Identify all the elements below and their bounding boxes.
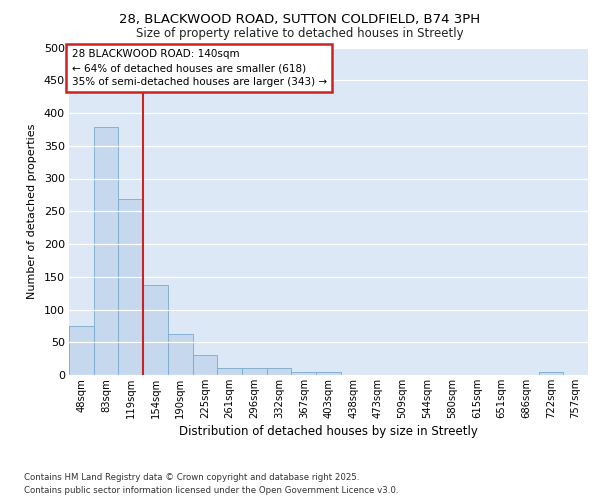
Text: Contains HM Land Registry data © Crown copyright and database right 2025.: Contains HM Land Registry data © Crown c…: [24, 472, 359, 482]
Bar: [193, 356, 217, 375]
Text: Contains public sector information licensed under the Open Government Licence v3: Contains public sector information licen…: [24, 486, 398, 495]
Bar: [217, 368, 242, 375]
Bar: [143, 286, 168, 375]
Bar: [539, 372, 563, 375]
Text: 28 BLACKWOOD ROAD: 140sqm
← 64% of detached houses are smaller (618)
35% of semi: 28 BLACKWOOD ROAD: 140sqm ← 64% of detac…: [71, 49, 327, 87]
Bar: [94, 128, 118, 375]
Bar: [242, 368, 267, 375]
Bar: [267, 368, 292, 375]
Bar: [292, 372, 316, 375]
Bar: [118, 200, 143, 375]
Text: Size of property relative to detached houses in Streetly: Size of property relative to detached ho…: [136, 28, 464, 40]
Bar: [69, 326, 94, 375]
Text: 28, BLACKWOOD ROAD, SUTTON COLDFIELD, B74 3PH: 28, BLACKWOOD ROAD, SUTTON COLDFIELD, B7…: [119, 12, 481, 26]
Y-axis label: Number of detached properties: Number of detached properties: [27, 124, 37, 299]
X-axis label: Distribution of detached houses by size in Streetly: Distribution of detached houses by size …: [179, 425, 478, 438]
Bar: [168, 334, 193, 375]
Bar: [316, 372, 341, 375]
